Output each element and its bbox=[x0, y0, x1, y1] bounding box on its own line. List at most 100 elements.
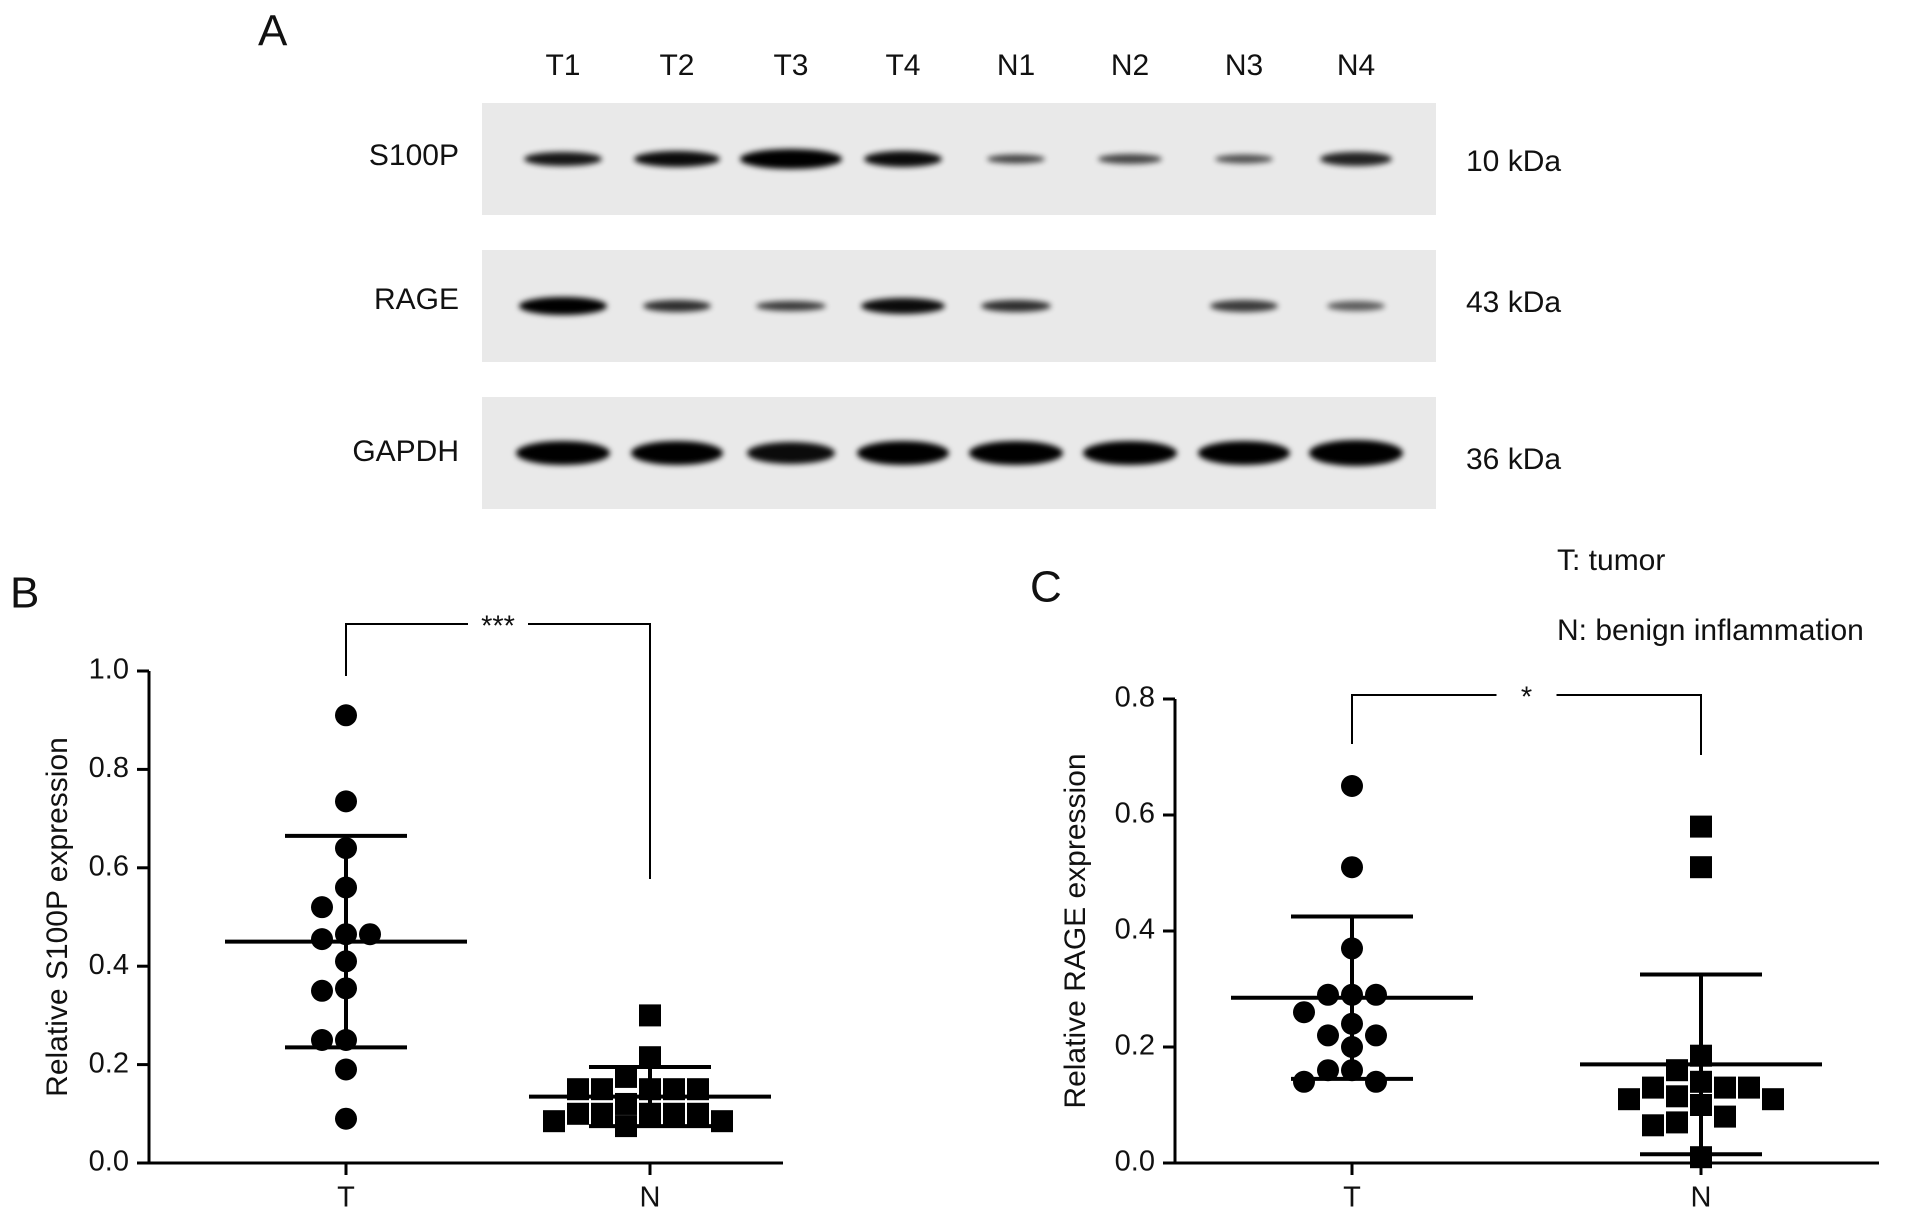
blot-band bbox=[987, 154, 1045, 164]
data-point bbox=[639, 1046, 661, 1069]
panel-letter: B bbox=[10, 569, 39, 618]
y-tick-label: 0.0 bbox=[1115, 1146, 1155, 1178]
row-label: RAGE bbox=[374, 283, 459, 316]
blot-band bbox=[981, 300, 1051, 312]
blot-band bbox=[1327, 301, 1385, 311]
y-tick-label: 0.6 bbox=[1115, 798, 1155, 830]
y-tick-label: 0.2 bbox=[89, 1047, 129, 1079]
x-tick-label: T bbox=[1343, 1182, 1361, 1214]
data-point bbox=[1690, 856, 1712, 879]
panel-letter: C bbox=[1030, 563, 1062, 612]
lane-label: T1 bbox=[545, 49, 580, 82]
blot-band bbox=[857, 441, 949, 465]
data-point bbox=[1317, 1059, 1339, 1082]
data-point bbox=[1714, 1105, 1736, 1128]
blot-band bbox=[1198, 441, 1290, 465]
data-point bbox=[1293, 1001, 1315, 1024]
data-point bbox=[663, 1102, 685, 1125]
data-point bbox=[311, 928, 333, 951]
row-label: S100P bbox=[369, 139, 459, 172]
data-point bbox=[591, 1102, 613, 1125]
panel-letter: A bbox=[258, 7, 288, 56]
data-point bbox=[335, 1058, 357, 1081]
annotation: N: benign inflammation bbox=[1557, 614, 1864, 647]
data-point bbox=[1618, 1088, 1640, 1111]
data-point bbox=[639, 1004, 661, 1027]
significance-label: * bbox=[1521, 682, 1532, 714]
lane-label: N2 bbox=[1111, 49, 1149, 82]
data-point bbox=[1642, 1114, 1664, 1137]
lane-label: T2 bbox=[659, 49, 694, 82]
error-bar bbox=[589, 1065, 711, 1129]
data-point bbox=[1762, 1088, 1784, 1111]
data-point bbox=[543, 1110, 565, 1133]
lane-label: N4 bbox=[1337, 49, 1375, 82]
blot-band bbox=[1098, 154, 1162, 164]
blot-band bbox=[1210, 300, 1278, 312]
y-axis-label: Relative S100P expression bbox=[41, 737, 74, 1097]
data-point bbox=[1341, 775, 1363, 797]
data-point bbox=[1293, 1070, 1315, 1093]
y-tick-label: 0.4 bbox=[89, 949, 129, 981]
data-point bbox=[1365, 1070, 1387, 1093]
blot-band bbox=[519, 297, 607, 315]
blot-band bbox=[1083, 441, 1177, 465]
blot-membrane bbox=[482, 103, 1436, 215]
blot-band bbox=[631, 441, 723, 465]
lane-label: T4 bbox=[885, 49, 920, 82]
data-point bbox=[1666, 1085, 1688, 1108]
blot-band bbox=[643, 300, 711, 312]
x-tick-label: N bbox=[1691, 1182, 1712, 1214]
blot-band bbox=[1320, 152, 1392, 166]
x-tick-label: T bbox=[337, 1182, 355, 1214]
data-point bbox=[711, 1110, 733, 1133]
blot-band bbox=[1309, 440, 1403, 466]
blot-band bbox=[1215, 154, 1273, 164]
data-point bbox=[687, 1102, 709, 1125]
blot-band bbox=[861, 298, 945, 314]
error-bar bbox=[285, 833, 407, 1050]
y-tick-label: 0.6 bbox=[89, 850, 129, 882]
y-tick-label: 0.8 bbox=[89, 752, 129, 784]
x-tick-label: N bbox=[640, 1182, 661, 1214]
size-label: 10 kDa bbox=[1466, 145, 1561, 178]
y-tick-label: 0.0 bbox=[89, 1146, 129, 1178]
lane-label: N1 bbox=[997, 49, 1035, 82]
y-tick-label: 0.2 bbox=[1115, 1030, 1155, 1062]
error-bar bbox=[1291, 914, 1413, 1081]
data-point bbox=[311, 979, 333, 1002]
significance-bracket bbox=[1351, 694, 1702, 755]
data-point bbox=[615, 1065, 637, 1088]
annotation: T: tumor bbox=[1557, 544, 1665, 577]
lane-label: N3 bbox=[1225, 49, 1263, 82]
blot-band bbox=[740, 149, 842, 169]
blot-band bbox=[516, 441, 610, 465]
blot-band bbox=[634, 151, 720, 167]
data-point bbox=[1714, 1076, 1736, 1099]
y-tick-label: 1.0 bbox=[89, 654, 129, 686]
significance-label: *** bbox=[481, 611, 515, 643]
size-label: 43 kDa bbox=[1466, 286, 1561, 319]
data-point bbox=[1666, 1111, 1688, 1134]
significance-bracket bbox=[345, 623, 651, 879]
lane-label: T3 bbox=[773, 49, 808, 82]
data-point bbox=[335, 1107, 357, 1130]
data-point bbox=[1365, 983, 1387, 1006]
data-point bbox=[1690, 1146, 1712, 1169]
data-point bbox=[311, 896, 333, 919]
row-label: GAPDH bbox=[352, 435, 459, 468]
y-axis-label: Relative RAGE expression bbox=[1059, 753, 1092, 1108]
data-point bbox=[1738, 1076, 1760, 1099]
data-point bbox=[1317, 983, 1339, 1006]
data-point bbox=[335, 704, 357, 727]
blot-band bbox=[524, 152, 602, 166]
data-point bbox=[1365, 1024, 1387, 1047]
data-point bbox=[1642, 1076, 1664, 1099]
blot-band bbox=[864, 151, 942, 167]
data-point bbox=[1317, 1024, 1339, 1047]
data-point bbox=[567, 1102, 589, 1125]
blot-band bbox=[756, 301, 826, 311]
blot-membrane bbox=[482, 250, 1436, 362]
y-tick-label: 0.8 bbox=[1115, 682, 1155, 714]
